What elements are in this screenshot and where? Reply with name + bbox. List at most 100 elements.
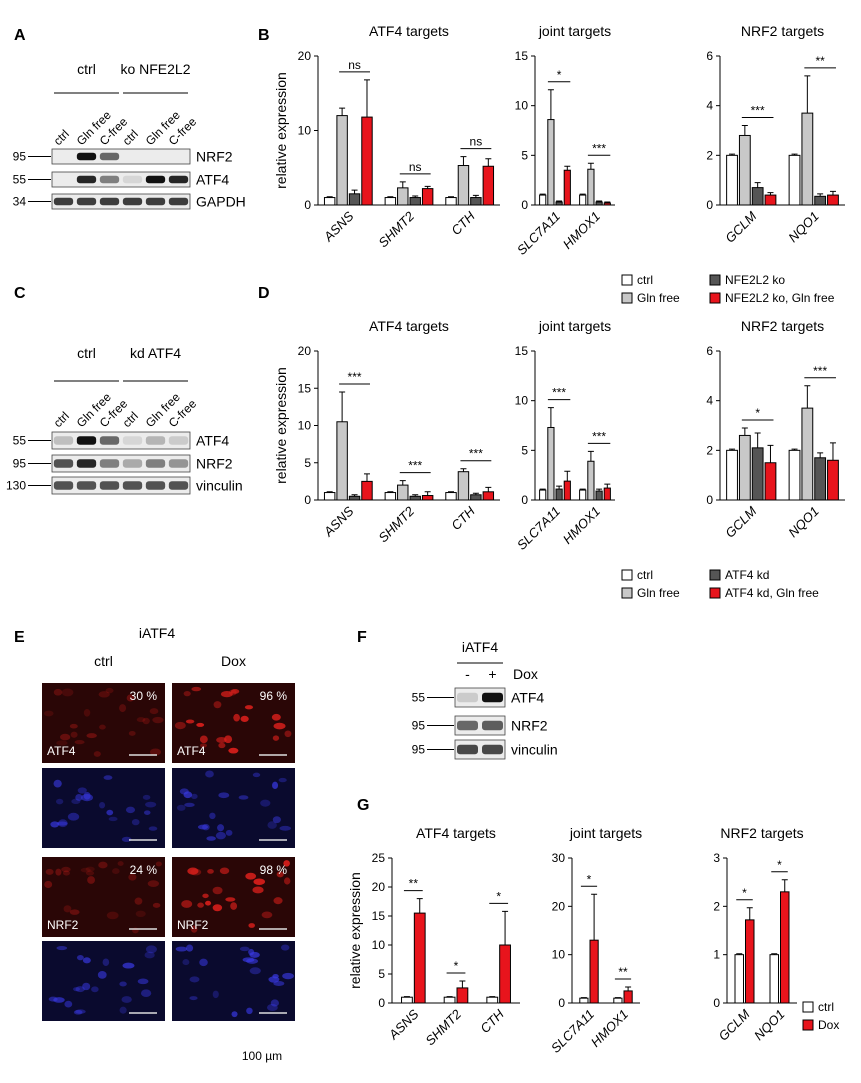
band bbox=[145, 436, 166, 445]
y-tick-label: 15 bbox=[298, 381, 312, 395]
band bbox=[53, 459, 74, 468]
category-label: SLC7A11 bbox=[514, 209, 563, 258]
y-tick-label: 1 bbox=[713, 948, 720, 962]
significance-label: *** bbox=[592, 141, 606, 155]
band bbox=[122, 459, 143, 468]
cell bbox=[60, 733, 71, 741]
category-label: GCLM bbox=[715, 1006, 752, 1043]
stain-label: NRF2 bbox=[177, 918, 209, 932]
legend-label: ctrl bbox=[637, 568, 653, 582]
legend-label: ATF4 kd bbox=[725, 568, 769, 582]
column-label: Dox bbox=[221, 653, 246, 669]
cell bbox=[56, 945, 68, 951]
bar bbox=[595, 490, 603, 501]
cell bbox=[70, 731, 78, 738]
cell bbox=[145, 801, 157, 808]
y-tick-label: 5 bbox=[304, 456, 311, 470]
cell bbox=[253, 878, 266, 886]
bar bbox=[814, 195, 827, 206]
cell bbox=[272, 816, 281, 824]
cell bbox=[99, 724, 106, 730]
bar bbox=[745, 919, 755, 1004]
cell bbox=[71, 798, 81, 804]
protein-label: NRF2 bbox=[511, 718, 548, 734]
error-bar bbox=[489, 996, 496, 998]
bar bbox=[726, 449, 738, 501]
band bbox=[99, 175, 120, 184]
protein-label: ATF4 bbox=[196, 433, 229, 449]
cell bbox=[186, 944, 194, 952]
y-tick-label: 10 bbox=[515, 394, 529, 408]
error-bar bbox=[829, 442, 836, 461]
scale-label: 100 µm bbox=[242, 1049, 282, 1063]
cell bbox=[61, 866, 71, 873]
stain-label: NRF2 bbox=[47, 918, 79, 932]
error-bar bbox=[387, 491, 394, 493]
cell bbox=[99, 801, 106, 809]
category-label: HMOX1 bbox=[560, 504, 603, 547]
protein-label: ATF4 bbox=[196, 172, 229, 188]
significance-label: ns bbox=[470, 135, 483, 149]
bar bbox=[563, 169, 571, 206]
cell bbox=[137, 978, 149, 985]
cell bbox=[149, 708, 159, 715]
cell bbox=[82, 957, 91, 964]
cell bbox=[231, 1011, 238, 1018]
cell bbox=[44, 710, 54, 717]
cell bbox=[245, 872, 257, 880]
panel-label: F bbox=[357, 629, 367, 646]
percentage: 24 % bbox=[130, 863, 158, 877]
cell bbox=[64, 1000, 73, 1008]
error-bar bbox=[754, 432, 761, 448]
error-bar bbox=[399, 181, 406, 188]
band bbox=[168, 459, 189, 468]
error-bar bbox=[424, 491, 431, 496]
cell bbox=[205, 900, 212, 906]
cell bbox=[206, 836, 216, 841]
band bbox=[99, 436, 120, 445]
bar bbox=[780, 891, 790, 1004]
error-bar bbox=[604, 201, 611, 204]
legend-label: ATF4 kd, Gln free bbox=[725, 586, 819, 600]
category-label: ASNS bbox=[385, 1006, 422, 1043]
column-label: ctrl bbox=[94, 653, 113, 669]
significance-label: * bbox=[496, 889, 501, 903]
band bbox=[76, 175, 97, 184]
error-bar bbox=[791, 153, 798, 156]
error-bar bbox=[416, 898, 423, 914]
y-tick-label: 5 bbox=[378, 967, 385, 981]
error-bar bbox=[579, 488, 586, 491]
band bbox=[122, 481, 143, 490]
marker-label: 95 bbox=[13, 457, 27, 471]
bar bbox=[579, 997, 589, 1004]
error-bar bbox=[539, 488, 546, 491]
error-bar bbox=[412, 195, 419, 198]
cell bbox=[181, 900, 193, 908]
significance-label: * bbox=[557, 68, 562, 82]
cell bbox=[56, 821, 68, 826]
band bbox=[76, 436, 97, 445]
cell bbox=[189, 976, 200, 983]
bar bbox=[603, 487, 611, 501]
error-bar bbox=[736, 953, 743, 955]
error-bar bbox=[591, 893, 598, 941]
y-tick-label: 10 bbox=[552, 948, 566, 962]
error-bar bbox=[472, 492, 479, 495]
y-tick-label: 0 bbox=[521, 198, 528, 212]
bar bbox=[726, 154, 738, 206]
legend-swatch bbox=[621, 292, 633, 304]
y-tick-label: 0 bbox=[304, 493, 311, 507]
band bbox=[482, 720, 503, 731]
cell bbox=[280, 944, 290, 951]
cell bbox=[155, 861, 162, 867]
cell bbox=[145, 945, 157, 954]
category-label: GCLM bbox=[722, 503, 759, 540]
y-tick-label: 20 bbox=[298, 344, 312, 358]
cell bbox=[73, 987, 80, 992]
cell bbox=[219, 867, 230, 875]
marker-label: 95 bbox=[412, 719, 426, 733]
bar bbox=[348, 193, 361, 206]
legend-label: Gln free bbox=[637, 291, 680, 305]
bar bbox=[623, 990, 633, 1004]
bar bbox=[539, 489, 547, 501]
